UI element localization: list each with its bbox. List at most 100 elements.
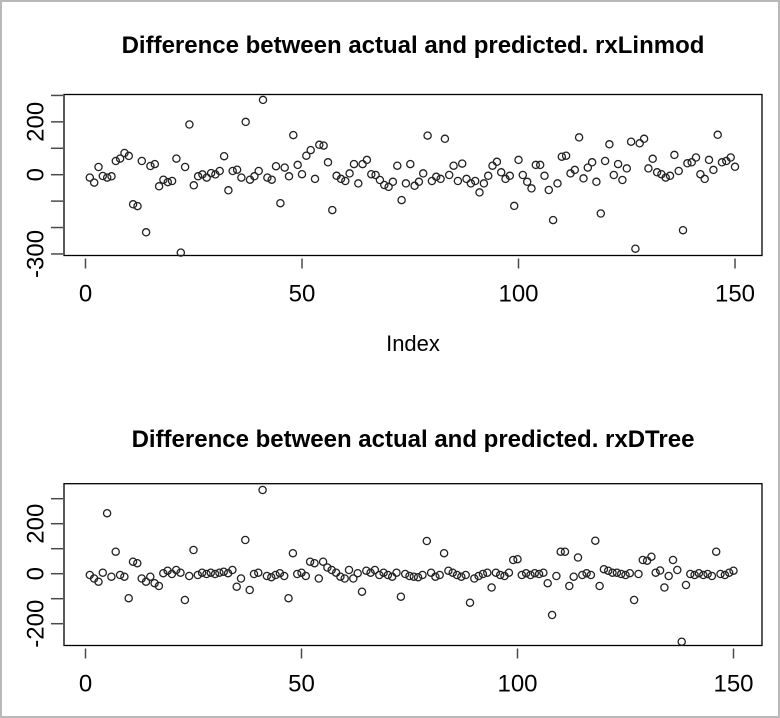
data-point bbox=[703, 569, 712, 579]
data-point bbox=[526, 570, 535, 580]
data-point bbox=[306, 145, 315, 155]
data-point bbox=[557, 152, 567, 161]
data-point bbox=[94, 577, 103, 586]
data-point bbox=[237, 173, 246, 182]
data-point bbox=[521, 568, 531, 578]
data-point bbox=[279, 571, 289, 581]
data-point bbox=[647, 552, 656, 561]
data-point bbox=[540, 171, 549, 181]
data-point bbox=[383, 570, 393, 580]
data-point bbox=[475, 188, 484, 197]
data-point bbox=[661, 173, 670, 182]
data-point bbox=[353, 568, 362, 578]
data-point bbox=[668, 555, 678, 565]
data-point bbox=[474, 571, 483, 581]
data-point bbox=[254, 166, 263, 176]
data-point bbox=[440, 134, 450, 144]
data-point bbox=[305, 557, 315, 566]
data-point bbox=[587, 158, 597, 167]
data-point bbox=[586, 570, 596, 580]
y-axis-tick-label: 0 bbox=[23, 567, 50, 580]
y-axis-tick-label: -300 bbox=[23, 230, 50, 278]
data-point bbox=[405, 571, 414, 581]
data-point bbox=[228, 166, 237, 176]
data-point bbox=[579, 174, 588, 183]
data-point bbox=[263, 173, 272, 182]
data-point bbox=[677, 637, 686, 646]
plot-box bbox=[63, 93, 763, 257]
data-point bbox=[478, 569, 488, 579]
data-point bbox=[85, 173, 95, 182]
data-point bbox=[717, 158, 727, 167]
x-axis-label: Index bbox=[386, 331, 440, 356]
data-point bbox=[583, 163, 593, 172]
x-axis-tick-label: 100 bbox=[498, 281, 538, 308]
data-point bbox=[444, 170, 454, 180]
data-point bbox=[323, 563, 332, 572]
data-point bbox=[137, 156, 147, 166]
data-point bbox=[189, 545, 198, 555]
data-point bbox=[154, 581, 164, 591]
data-point bbox=[508, 555, 518, 565]
data-point bbox=[341, 176, 350, 186]
data-point bbox=[548, 215, 558, 225]
data-point bbox=[232, 165, 242, 174]
x-axis-tick-label: 50 bbox=[289, 281, 316, 308]
data-point bbox=[344, 565, 354, 575]
data-point bbox=[716, 569, 725, 579]
data-point bbox=[370, 565, 380, 575]
data-point bbox=[674, 166, 683, 176]
data-point bbox=[504, 568, 514, 577]
data-point bbox=[431, 172, 441, 182]
data-point bbox=[271, 570, 280, 580]
plot-box bbox=[63, 483, 763, 647]
data-point bbox=[98, 568, 108, 577]
data-point bbox=[457, 572, 466, 581]
data-point bbox=[189, 181, 199, 190]
data-point bbox=[565, 581, 574, 591]
data-point bbox=[625, 568, 635, 578]
data-point bbox=[215, 568, 224, 577]
data-point bbox=[400, 569, 410, 579]
data-point bbox=[98, 171, 108, 181]
data-point bbox=[185, 120, 194, 129]
data-point bbox=[111, 156, 121, 166]
data-point bbox=[642, 556, 652, 565]
data-point bbox=[107, 572, 116, 581]
data-point bbox=[315, 140, 324, 150]
data-point bbox=[176, 568, 185, 577]
data-point bbox=[578, 570, 587, 580]
data-point bbox=[638, 555, 648, 565]
data-point bbox=[488, 161, 497, 170]
data-point bbox=[414, 177, 424, 187]
data-point bbox=[427, 176, 437, 186]
data-point bbox=[206, 568, 216, 577]
data-point bbox=[197, 568, 207, 577]
data-point bbox=[387, 572, 397, 581]
data-point bbox=[418, 570, 427, 580]
data-point bbox=[133, 558, 142, 568]
data-point bbox=[629, 595, 639, 605]
data-point bbox=[314, 574, 324, 583]
data-point bbox=[426, 568, 436, 577]
data-point bbox=[150, 578, 159, 588]
data-point bbox=[310, 174, 320, 184]
data-point bbox=[371, 170, 380, 180]
data-point bbox=[210, 569, 220, 579]
data-point bbox=[379, 568, 388, 577]
data-point bbox=[651, 568, 660, 577]
data-point bbox=[418, 169, 428, 178]
data-point bbox=[193, 172, 203, 181]
data-point bbox=[534, 569, 544, 579]
data-point bbox=[224, 186, 233, 195]
data-point bbox=[409, 572, 419, 581]
data-point bbox=[236, 574, 246, 583]
data-point bbox=[219, 151, 229, 161]
data-point bbox=[232, 582, 241, 591]
data-point bbox=[328, 205, 337, 215]
x-axis-tick-label: 150 bbox=[715, 281, 755, 308]
data-point bbox=[435, 570, 444, 580]
data-point bbox=[444, 566, 453, 575]
data-point bbox=[487, 583, 496, 592]
y-axis-tick-label: -200 bbox=[23, 600, 50, 648]
